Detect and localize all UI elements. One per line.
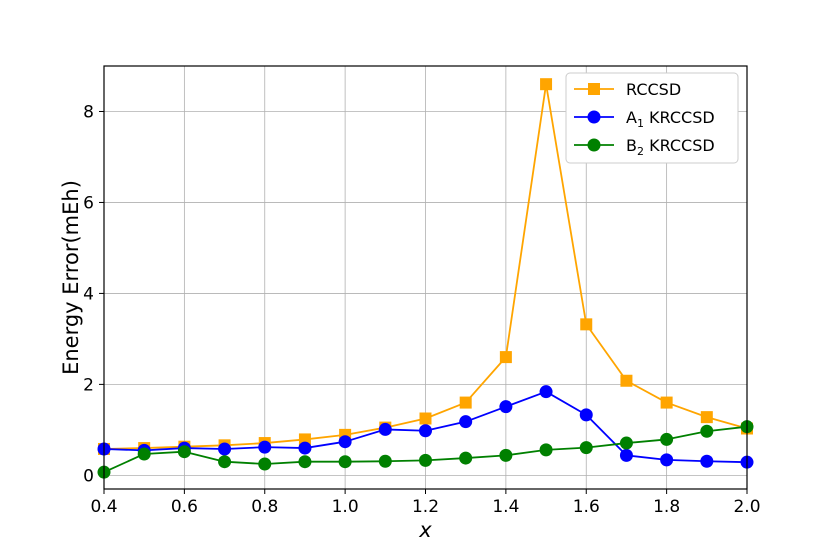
legend-label-subscript: 2 [637,145,644,158]
data-point [218,455,232,469]
legend-label: A1 KRCCSD [626,108,715,130]
data-point [378,454,392,468]
data-point [137,447,151,461]
legend-label-main: A [626,108,637,127]
x-tick-label: 0.8 [251,497,278,517]
data-point [580,318,593,331]
y-axis-label: Energy Error(mEh) [59,180,83,375]
data-point [177,445,191,459]
data-point [459,451,473,465]
data-point [218,442,232,456]
data-point [338,435,352,449]
data-point [539,443,553,457]
data-point [499,400,513,414]
data-point [419,453,432,467]
legend-item: RCCSD [574,80,681,99]
data-point [378,422,392,436]
data-point [539,385,553,399]
data-point [459,396,472,409]
series-group [97,78,754,479]
data-point [619,448,633,462]
data-point [700,454,714,468]
y-tick-label: 0 [83,466,94,486]
data-point [540,78,553,91]
legend-label-main: RCCSD [626,80,681,99]
data-point [700,424,714,438]
data-point [619,436,633,450]
data-point [700,411,713,424]
legend-box [565,72,739,164]
data-point [499,351,512,364]
plot-frame [103,65,748,490]
x-tick-label: 1.2 [412,497,439,517]
legend-marker [588,83,600,95]
x-axis-label: x [418,518,432,542]
y-tick-label: 4 [83,284,94,304]
data-point [660,453,674,467]
legend-label-main: B [626,136,637,155]
data-point [298,455,312,469]
data-point [660,432,674,446]
data-point [419,424,432,438]
legend-label-rest: KRCCSD [644,136,715,155]
data-point [459,415,473,429]
data-point [419,412,432,425]
y-tick-label: 8 [83,102,94,122]
data-point [258,457,272,471]
data-point [499,448,513,462]
x-axis-ticks: 0.4 0.6 0.8 1.0 1.2 1.4 1.6 1.8 2.0 [90,489,761,517]
series-3 [97,420,754,479]
data-point [338,455,352,469]
y-tick-label: 2 [83,375,94,395]
x-tick-label: 0.6 [171,497,198,517]
legend-item: B2 KRCCSD [574,136,715,158]
y-axis-ticks: 0 2 4 6 8 [83,102,104,486]
x-tick-label: 1.4 [492,497,519,517]
x-tick-label: 1.0 [332,497,359,517]
x-tick-label: 0.4 [90,497,117,517]
legend-label-subscript: 1 [637,117,644,130]
x-tick-label: 1.8 [653,497,680,517]
legend-item: A1 KRCCSD [574,108,715,130]
legend-marker [587,110,601,124]
data-point [660,396,673,409]
x-tick-label: 1.6 [573,497,600,517]
data-point [620,374,633,387]
data-point [298,441,312,455]
legend-label: B2 KRCCSD [626,136,715,158]
legend-marker [587,138,601,152]
legend-label: RCCSD [626,80,681,99]
data-point [258,440,272,454]
legend-label-rest: KRCCSD [644,108,715,127]
y-tick-label: 6 [83,193,94,213]
data-point [579,441,593,455]
data-point [579,408,593,422]
x-tick-label: 2.0 [733,497,760,517]
